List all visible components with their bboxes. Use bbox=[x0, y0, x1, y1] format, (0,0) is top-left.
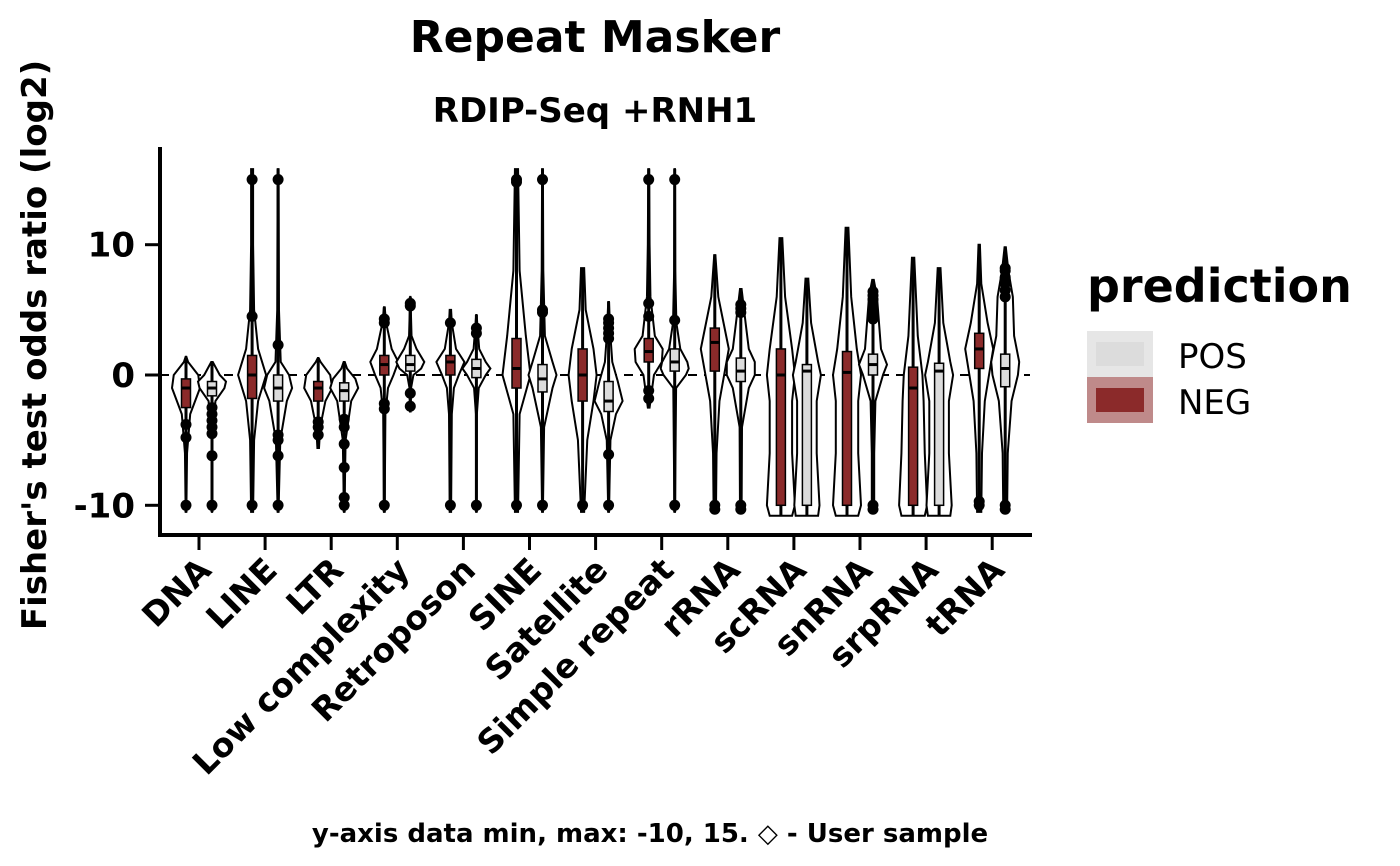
box-scrna-neg bbox=[775, 348, 787, 507]
box-retroposon-neg bbox=[445, 354, 456, 376]
box-rrna-neg bbox=[709, 327, 721, 372]
outlier-point bbox=[444, 499, 456, 511]
outlier-point bbox=[404, 400, 416, 412]
outlier-point bbox=[643, 297, 655, 309]
outlier-point bbox=[246, 174, 258, 186]
outlier-point bbox=[735, 503, 747, 515]
box-srprna-pos bbox=[933, 362, 945, 507]
outlier-point bbox=[180, 499, 192, 511]
outlier-point bbox=[867, 286, 879, 298]
outlier-point bbox=[272, 450, 284, 462]
outlier-point bbox=[537, 174, 548, 186]
outlier-point bbox=[999, 262, 1011, 274]
box-line-neg bbox=[246, 354, 258, 400]
outlier-point bbox=[272, 339, 284, 351]
outlier-point bbox=[312, 429, 324, 441]
outlier-point bbox=[511, 499, 522, 511]
outlier-point bbox=[338, 462, 350, 474]
box-ltr-neg bbox=[312, 380, 324, 402]
legend-neg-label: NEG bbox=[1178, 383, 1251, 423]
outlier-point bbox=[643, 392, 655, 404]
outlier-point bbox=[378, 398, 390, 410]
legend: prediction POS NEG bbox=[1087, 259, 1352, 423]
box-simple-repeat-pos bbox=[669, 348, 680, 372]
outlier-point bbox=[246, 499, 258, 511]
box-trna-neg bbox=[973, 332, 985, 370]
outlier-point bbox=[338, 438, 350, 450]
outlier-point bbox=[444, 317, 456, 329]
x-tick-label: LINE bbox=[198, 550, 285, 637]
y-tick-label: 0 bbox=[111, 356, 135, 396]
outlier-point bbox=[206, 402, 218, 414]
plot-area bbox=[160, 168, 1030, 517]
legend-title: prediction bbox=[1087, 259, 1352, 313]
legend-neg-swatch bbox=[1096, 388, 1144, 412]
outlier-point bbox=[272, 499, 284, 511]
outlier-point bbox=[272, 174, 284, 186]
box-srprna-neg bbox=[907, 366, 919, 507]
outlier-point bbox=[378, 499, 390, 511]
outlier-point bbox=[470, 499, 482, 511]
box-dna-neg bbox=[180, 378, 192, 409]
outlier-point bbox=[470, 322, 482, 334]
outlier-point bbox=[999, 503, 1011, 515]
outlier-point bbox=[643, 174, 655, 186]
chart-subtitle: RDIP-Seq +RNH1 bbox=[433, 91, 757, 131]
outlier-point bbox=[338, 421, 350, 433]
outlier-point bbox=[669, 314, 681, 326]
outlier-point bbox=[312, 416, 324, 428]
outlier-point bbox=[511, 176, 522, 188]
outlier-point bbox=[404, 387, 416, 399]
box-snrna-neg bbox=[841, 350, 853, 507]
outlier-point bbox=[338, 499, 350, 511]
box-trna-pos bbox=[999, 353, 1011, 388]
outlier-point bbox=[669, 499, 681, 511]
outlier-point bbox=[180, 419, 192, 431]
outlier-point bbox=[378, 313, 390, 325]
outlier-point bbox=[272, 429, 284, 441]
box-sine-neg bbox=[511, 337, 522, 389]
legend-pos-swatch bbox=[1096, 342, 1144, 366]
chart-caption: y-axis data min, max: -10, 15. ◇ - User … bbox=[312, 819, 988, 849]
outlier-point bbox=[206, 450, 218, 462]
outlier-point bbox=[603, 448, 615, 460]
box-satellite-pos bbox=[603, 380, 614, 413]
box-scrna-pos bbox=[801, 363, 813, 507]
outlier-point bbox=[867, 503, 879, 515]
outlier-point bbox=[206, 499, 218, 511]
outlier-point bbox=[180, 432, 192, 444]
legend-pos-label: POS bbox=[1178, 337, 1247, 377]
outlier-point bbox=[603, 313, 615, 325]
outlier-point bbox=[643, 385, 655, 397]
outlier-point bbox=[643, 310, 655, 322]
outlier-point bbox=[404, 297, 416, 309]
outlier-point bbox=[338, 413, 350, 425]
outlier-point bbox=[973, 495, 985, 507]
outlier-point bbox=[537, 304, 548, 316]
outlier-point bbox=[537, 499, 548, 511]
outlier-point bbox=[577, 499, 589, 511]
y-tick-label: 10 bbox=[88, 226, 135, 266]
outlier-point bbox=[338, 491, 350, 503]
outlier-point bbox=[669, 174, 681, 186]
outlier-point bbox=[603, 499, 615, 511]
chart-title: Repeat Masker bbox=[410, 12, 781, 63]
x-tick-label: DNA bbox=[134, 550, 219, 635]
outlier-point bbox=[735, 299, 747, 311]
y-axis-label: Fisher's test odds ratio (log2) bbox=[15, 60, 55, 630]
y-tick-label: -10 bbox=[74, 486, 135, 526]
outlier-point bbox=[246, 310, 258, 322]
outlier-point bbox=[709, 503, 721, 515]
